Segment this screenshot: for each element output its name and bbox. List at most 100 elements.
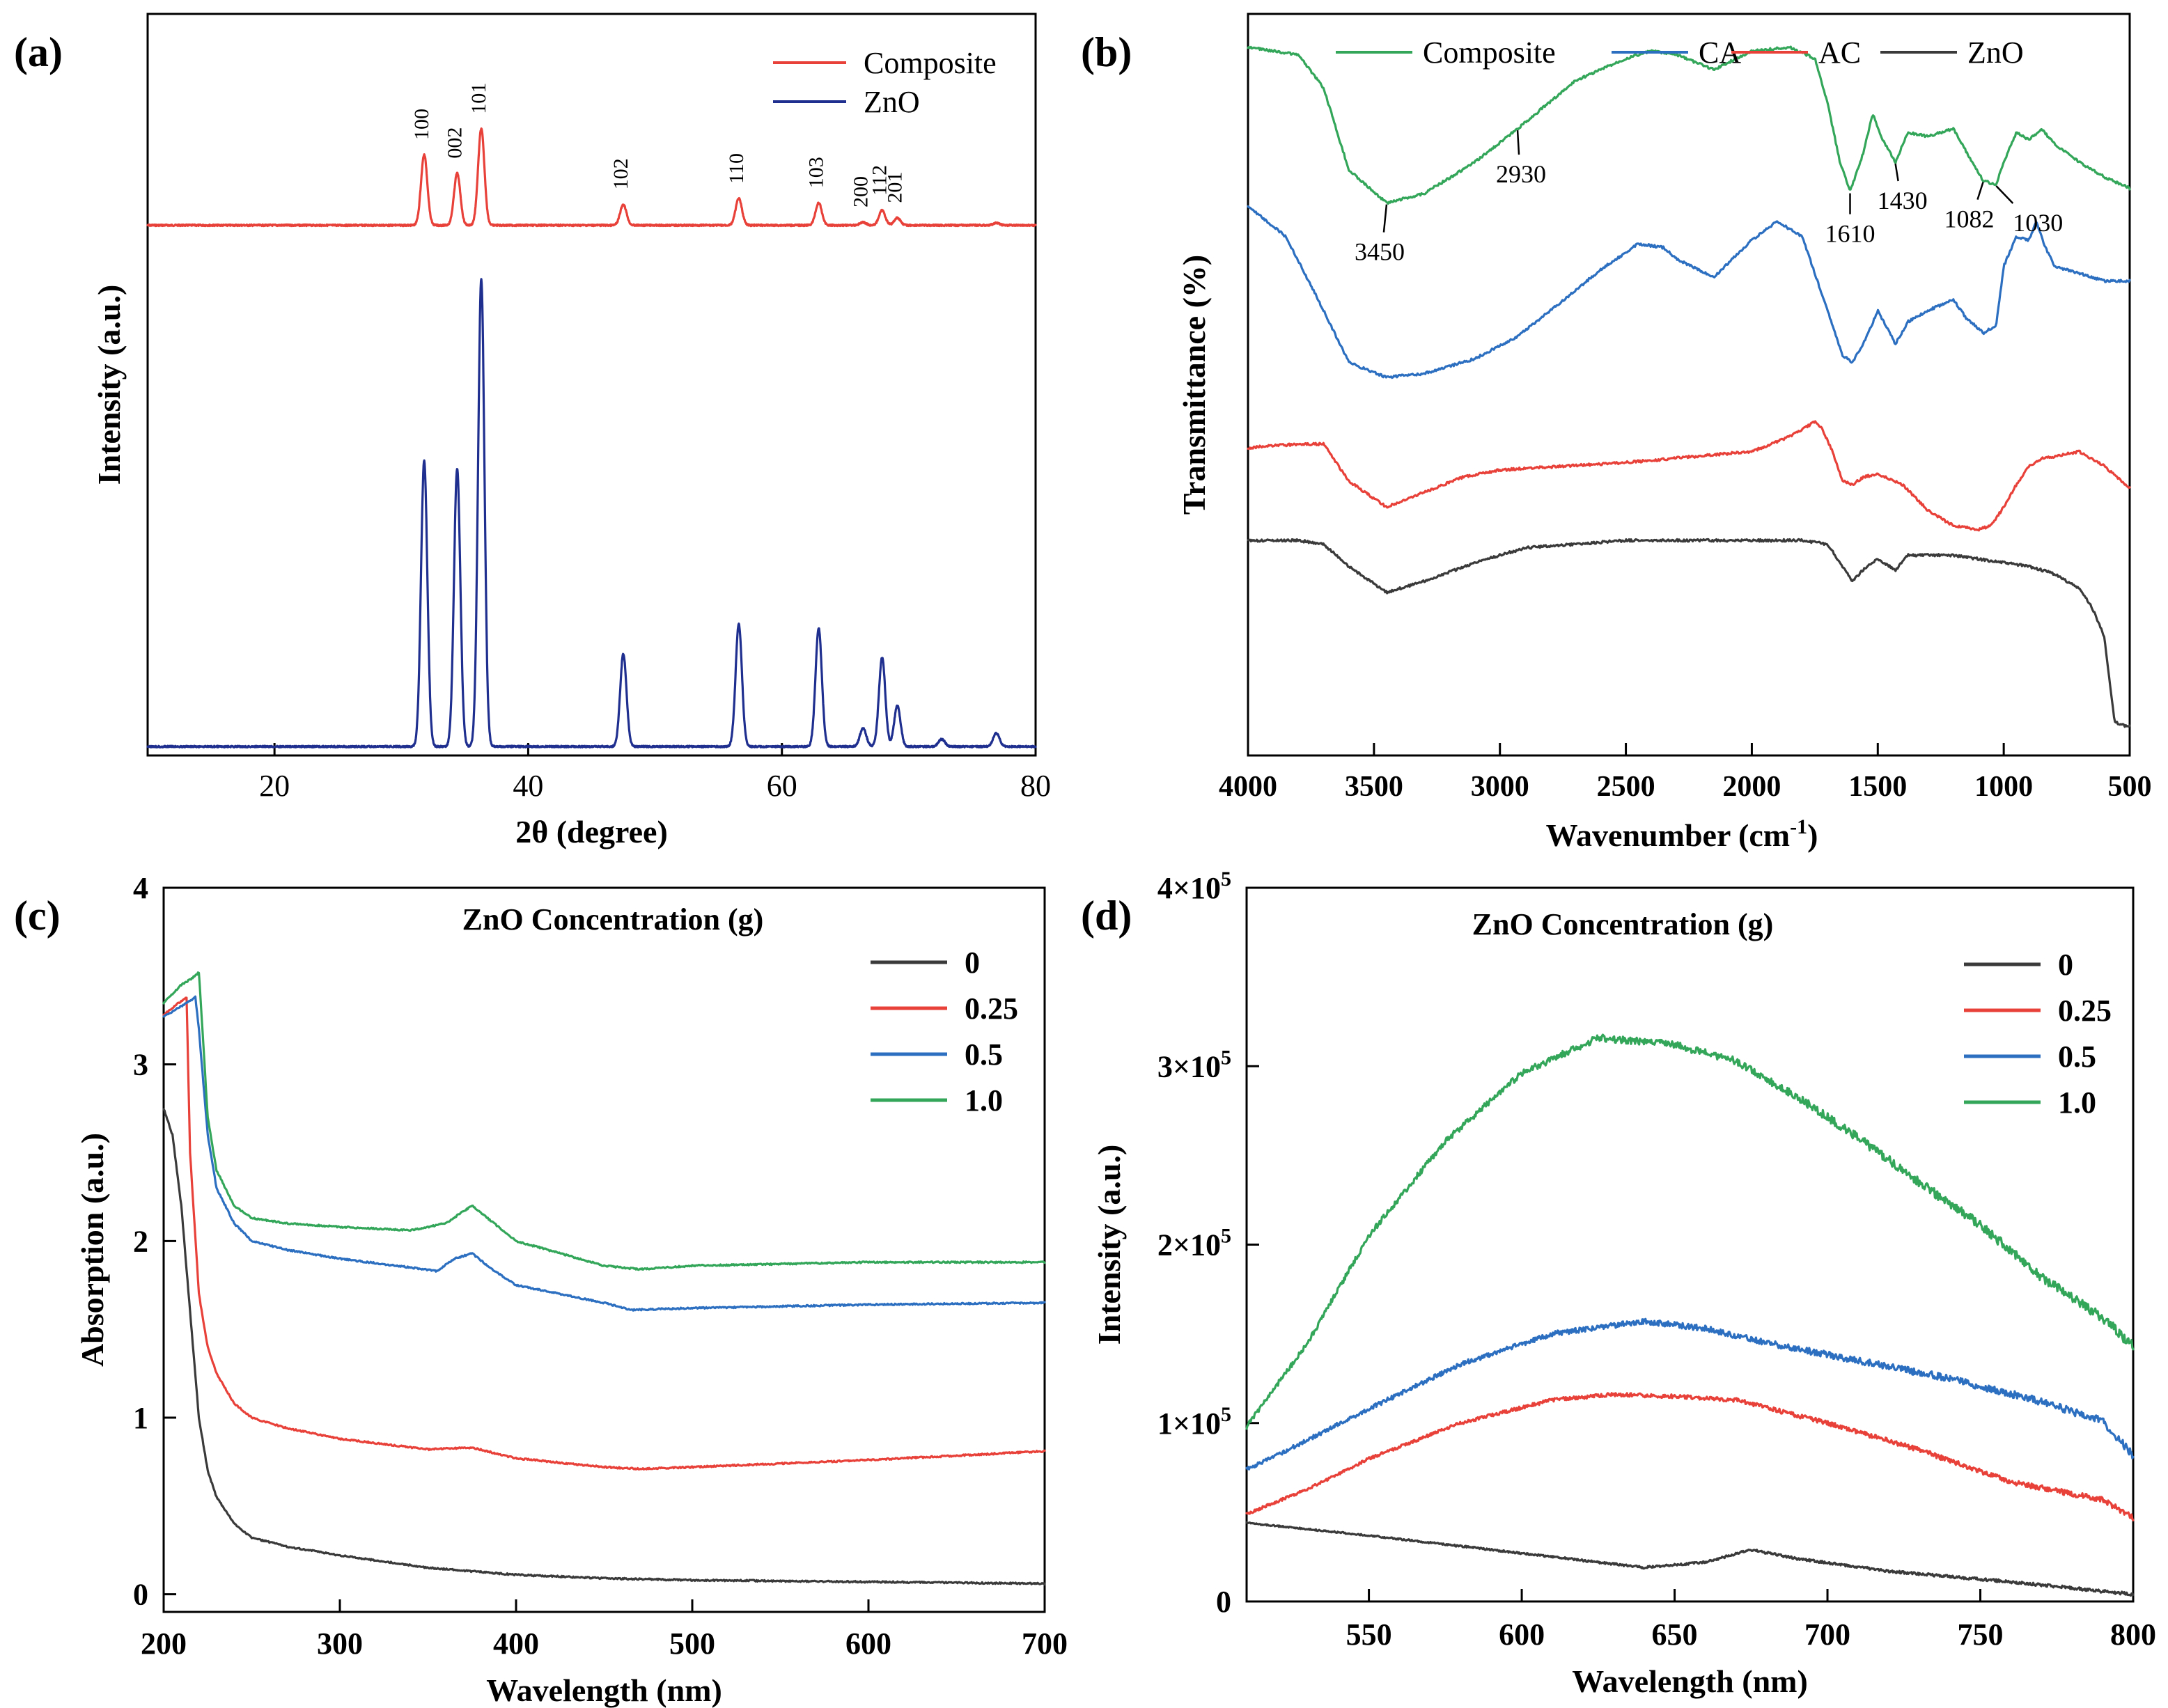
panel-b-xtick-label: 3000 — [1471, 771, 1529, 803]
panel-a-xlabel: 2θ (degree) — [515, 814, 668, 849]
panel-a-ylabel: Intensity (a.u.) — [91, 285, 127, 485]
panel-d-pl: 550 600 650 700 750 80001×1052×1053×1054×105W… — [1091, 868, 2156, 1699]
panel-b-xlabel-tail: ) — [1807, 817, 1818, 853]
panel-b-legend-label: Composite — [1423, 36, 1556, 70]
panel-d-ylabel: Intensity (a.u.) — [1091, 1145, 1127, 1345]
panel-c-ytick-label: 3 — [133, 1048, 148, 1082]
panel-d-legend-label: 0 — [2058, 948, 2073, 982]
panel-b-ylabel: Transmittance (%) — [1176, 255, 1212, 515]
panel-c-xtick-label: 400 — [493, 1627, 539, 1661]
panel-a-hkl-label: 100 — [410, 109, 433, 140]
panel-c-ytick-label: 4 — [133, 871, 148, 905]
panel-b-axes-frame — [1247, 13, 2131, 757]
panel-d-xtick-label: 650 — [1652, 1617, 1698, 1652]
panel-a-xtick-label: 20 — [259, 769, 290, 803]
panel-a-series-composite — [146, 127, 1037, 228]
panel-c-ylabel: Absorption (a.u.) — [75, 1133, 110, 1367]
panel-d-xtick-label: 550 — [1346, 1617, 1392, 1652]
panel-label-a: (a) — [14, 29, 63, 75]
panel-b-annotation-leader — [1382, 204, 1388, 233]
panel-c-ytick-label: 2 — [133, 1224, 148, 1258]
panel-a-hkl-label: 103 — [805, 157, 828, 188]
panel-a-axes-frame — [146, 13, 1037, 757]
panel-d-xtick-label: 600 — [1499, 1617, 1545, 1652]
panel-a-hkl-label: 002 — [443, 127, 466, 159]
panel-a-hkl-label: 101 — [467, 83, 490, 114]
panel-a-xtick-label: 60 — [767, 769, 797, 803]
panel-b-xtick-label: 1000 — [1974, 771, 2033, 803]
panel-b-xtick-label: 4000 — [1219, 771, 1277, 803]
panel-d-legend-label: 0.25 — [2058, 994, 2112, 1028]
panel-label-c: (c) — [14, 893, 61, 939]
panel-d-ytick-exponent: 5 — [1221, 1046, 1231, 1069]
panel-d-ytick-label: 1×105 — [1157, 1403, 1231, 1441]
panel-d-legend-label: 0.5 — [2058, 1040, 2096, 1074]
panel-a-hkl-label: 110 — [725, 153, 748, 184]
panel-b-ftir: 4000 3500 3000 2500 2000 1500 1000 500 Wavenumbe… — [1176, 13, 2152, 853]
panel-c-absorption: 200 300 400 500 600 700 0 1 2 3 4 Wavelength (nm) Ab… — [75, 871, 1068, 1708]
panel-c-legend-label: 1.0 — [965, 1083, 1003, 1118]
panel-b-xtick-label: 1500 — [1848, 771, 1907, 803]
panel-b-xtick-label: 500 — [2108, 771, 2152, 803]
panel-d-ytick-label: 3×105 — [1157, 1046, 1231, 1083]
panel-c-xlabel: Wavelength (nm) — [486, 1672, 722, 1708]
panel-d-ytick-exponent: 5 — [1221, 868, 1231, 891]
panel-c-xtick-label: 200 — [141, 1627, 187, 1661]
panel-b-legend-label: AC — [1818, 36, 1861, 70]
panel-d-ytick-label: 0 — [1216, 1585, 1231, 1619]
panel-b-xtick-label: 2000 — [1722, 771, 1781, 803]
panel-c-axes-frame — [162, 886, 1046, 1613]
panel-b-legend-label: ZnO — [1967, 36, 2024, 70]
panel-d-legend-label: 1.0 — [2058, 1086, 2096, 1120]
panel-a-xrd: 20 40 60 80 2θ (degree) Intensity (a.u.) Compo… — [91, 13, 1051, 849]
panel-b-annotation-label: 1082 — [1944, 205, 1994, 233]
panel-d-xtick-label: 750 — [1958, 1617, 2004, 1652]
panel-a-legend-label: ZnO — [864, 85, 920, 119]
panel-a-hkl-label: 102 — [609, 158, 632, 189]
panel-label-b: (b) — [1081, 29, 1132, 75]
panel-d-xtick-label: 800 — [2110, 1617, 2156, 1652]
panel-b-series-zno — [1247, 538, 2131, 728]
panel-label-d: (d) — [1081, 893, 1132, 939]
panel-b-xtick-label: 2500 — [1597, 771, 1655, 803]
panel-b-xlabel: Wavenumber (cm-1) — [1546, 815, 1818, 853]
panel-d-axes-frame — [1245, 886, 2135, 1603]
panel-c-legend-label: 0.5 — [965, 1037, 1003, 1072]
panel-d-series-0_25 — [1245, 1392, 2135, 1521]
panel-b-annotation-leader — [1894, 163, 1899, 182]
panel-c-ytick-label: 1 — [133, 1401, 148, 1435]
panel-a-legend-label: Composite — [864, 46, 997, 80]
panel-c-xtick-label: 300 — [317, 1627, 363, 1661]
panel-b-series-composite — [1247, 45, 2131, 205]
panel-c-title: ZnO Concentration (g) — [462, 902, 764, 937]
panel-d-title: ZnO Concentration (g) — [1472, 907, 1774, 941]
panel-b-series-ac — [1247, 420, 2131, 532]
panel-d-series-1_0 — [1245, 1033, 2135, 1430]
panel-b-series-ca — [1247, 205, 2131, 379]
panel-c-series-0 — [162, 1108, 1046, 1586]
panel-c-legend-label: 0.25 — [965, 992, 1018, 1026]
panel-c-xtick-label: 600 — [845, 1627, 891, 1661]
panel-b-annotation-label: 1030 — [2013, 209, 2063, 237]
panel-b-xlabel-sup: -1 — [1790, 815, 1807, 838]
panel-a-hkl-label: 200 — [849, 176, 872, 207]
panel-b-annotation-label: 2930 — [1496, 160, 1546, 188]
panel-c-legend-label: 0 — [965, 946, 980, 980]
panel-b-annotation-leader — [1995, 185, 2014, 204]
panel-a-xtick-label: 80 — [1020, 769, 1051, 803]
panel-d-ytick-label: 4×105 — [1157, 868, 1231, 905]
panel-c-series-1_0 — [162, 971, 1046, 1271]
panel-d-series-0_5 — [1245, 1317, 2135, 1471]
panel-b-annotation-label: 1430 — [1878, 187, 1928, 214]
panel-d-ytick-label: 2×105 — [1157, 1225, 1231, 1262]
panel-a-xtick-label: 40 — [513, 769, 543, 803]
panel-b-annotation-label: 3450 — [1355, 238, 1405, 266]
panel-d-xtick-label: 700 — [1804, 1617, 1850, 1652]
panel-c-xtick-label: 500 — [669, 1627, 715, 1661]
panel-c-xtick-label: 700 — [1022, 1627, 1068, 1661]
panel-a-hkl-label: 112 — [868, 165, 891, 196]
panel-b-annotation-label: 1610 — [1825, 220, 1875, 248]
panel-a-series-zno — [146, 278, 1037, 749]
